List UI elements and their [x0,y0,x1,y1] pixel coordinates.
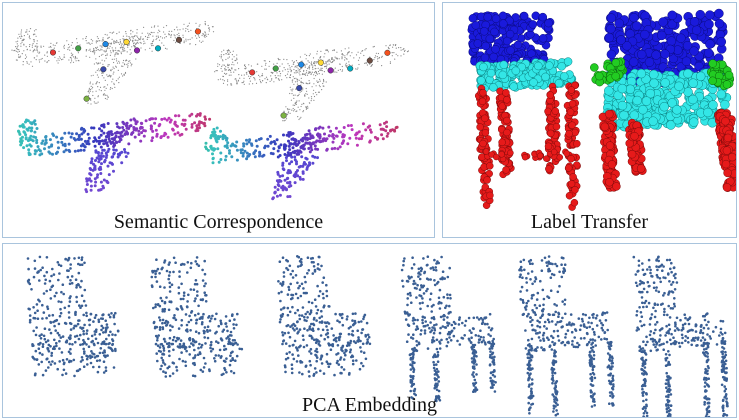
chair-point-cloud [518,255,615,417]
label-transfer-caption: Label Transfer [530,211,649,233]
chair-point-cloud [632,255,729,417]
airplane-point-cloud [204,120,399,201]
chair-point-cloud [590,8,736,192]
airplane-point-cloud [214,44,409,122]
chair-point-cloud [150,256,244,378]
semantic-correspondence-figure [11,21,409,201]
pca-embedding-panel: PCA Embedding [2,243,737,418]
chair-point-cloud [277,255,372,378]
semantic-correspondence-caption: Semantic Correspondence [113,211,324,233]
pca-embedding-caption: PCA Embedding [301,394,437,416]
label-transfer-figure [467,8,736,211]
semantic-correspondence-panel: Semantic Correspondence [2,2,435,238]
airplane-point-cloud [11,21,215,105]
pca-embedding-figure [26,255,729,417]
chair-point-cloud [467,11,581,211]
airplane-point-cloud [17,112,212,194]
chair-point-cloud [26,255,120,378]
label-transfer-panel: Label Transfer [442,2,737,238]
chair-point-cloud [400,255,497,403]
